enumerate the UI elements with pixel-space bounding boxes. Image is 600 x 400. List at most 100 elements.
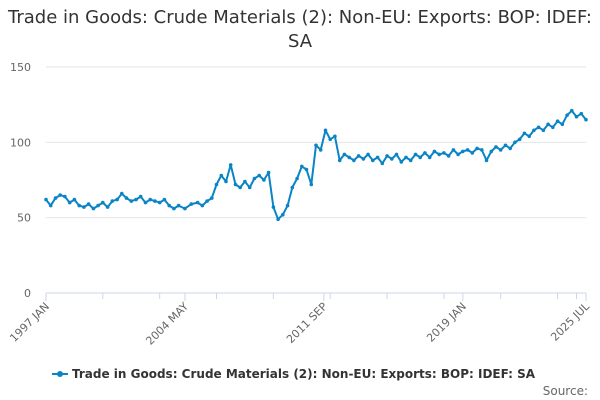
data-point[interactable]	[157, 200, 162, 205]
data-point[interactable]	[489, 149, 494, 154]
data-point[interactable]	[148, 197, 152, 202]
data-point[interactable]	[281, 212, 285, 217]
data-point[interactable]	[224, 179, 228, 184]
data-point[interactable]	[129, 199, 134, 203]
legend[interactable]: Trade in Goods: Crude Materials (2): Non…	[52, 367, 536, 381]
data-point[interactable]	[72, 197, 77, 202]
data-point[interactable]	[508, 146, 512, 151]
data-point[interactable]	[262, 178, 266, 182]
data-point[interactable]	[347, 155, 352, 160]
data-point[interactable]	[375, 155, 380, 160]
data-point[interactable]	[570, 108, 574, 113]
data-point[interactable]	[183, 206, 187, 211]
data-point[interactable]	[541, 128, 546, 133]
data-point[interactable]	[584, 117, 588, 122]
legend-label[interactable]: Trade in Goods: Crude Materials (2): Non…	[72, 367, 536, 381]
data-point[interactable]	[214, 182, 219, 187]
data-point[interactable]	[352, 158, 356, 163]
data-point[interactable]	[63, 194, 67, 199]
data-point[interactable]	[243, 179, 247, 184]
data-point[interactable]	[252, 176, 257, 181]
data-point[interactable]	[304, 167, 309, 172]
data-point[interactable]	[120, 191, 124, 196]
data-point[interactable]	[574, 114, 579, 119]
data-point[interactable]	[167, 203, 171, 208]
data-point[interactable]	[44, 197, 48, 202]
data-point[interactable]	[271, 205, 276, 209]
data-point[interactable]	[205, 199, 209, 203]
data-point[interactable]	[432, 149, 437, 154]
data-point[interactable]	[513, 140, 517, 145]
data-point[interactable]	[418, 155, 423, 160]
data-point[interactable]	[153, 199, 157, 203]
source-credit[interactable]: Source:	[543, 384, 588, 398]
data-point[interactable]	[124, 196, 129, 200]
data-point[interactable]	[143, 200, 148, 205]
data-point[interactable]	[238, 185, 242, 190]
data-point[interactable]	[189, 202, 194, 206]
data-point[interactable]	[480, 148, 484, 152]
data-point[interactable]	[82, 205, 86, 209]
data-point[interactable]	[366, 152, 370, 157]
data-point[interactable]	[176, 203, 181, 208]
data-point[interactable]	[451, 148, 456, 152]
data-point[interactable]	[517, 137, 522, 142]
data-point[interactable]	[427, 155, 432, 160]
data-point[interactable]	[356, 154, 361, 158]
series-group[interactable]	[44, 108, 588, 221]
data-point[interactable]	[110, 199, 115, 203]
data-point[interactable]	[560, 122, 565, 127]
data-point[interactable]	[456, 152, 460, 157]
data-point[interactable]	[309, 182, 314, 187]
data-point[interactable]	[503, 143, 508, 148]
data-point[interactable]	[475, 146, 479, 151]
data-point[interactable]	[551, 125, 555, 130]
data-point[interactable]	[219, 173, 224, 178]
data-point[interactable]	[328, 137, 333, 142]
data-point[interactable]	[295, 176, 299, 181]
data-point[interactable]	[300, 164, 304, 169]
data-point[interactable]	[408, 158, 413, 163]
data-point[interactable]	[565, 113, 569, 117]
data-point[interactable]	[323, 128, 328, 133]
data-point[interactable]	[200, 203, 205, 208]
data-point[interactable]	[115, 197, 119, 202]
data-point[interactable]	[266, 170, 271, 175]
data-point[interactable]	[48, 203, 53, 208]
series-line[interactable]	[45, 109, 587, 221]
data-point[interactable]	[385, 154, 389, 158]
data-point[interactable]	[437, 152, 442, 157]
data-point[interactable]	[333, 134, 337, 139]
data-point[interactable]	[172, 206, 176, 211]
data-point[interactable]	[162, 197, 167, 202]
data-point[interactable]	[228, 163, 233, 167]
data-point[interactable]	[527, 134, 531, 139]
data-point[interactable]	[465, 148, 470, 152]
data-point[interactable]	[498, 148, 503, 152]
data-point[interactable]	[96, 203, 100, 208]
data-point[interactable]	[67, 200, 72, 205]
data-point[interactable]	[314, 143, 318, 148]
data-point[interactable]	[58, 193, 62, 197]
data-point[interactable]	[257, 173, 262, 178]
data-point[interactable]	[337, 158, 342, 163]
data-point[interactable]	[210, 196, 214, 200]
data-point[interactable]	[399, 160, 404, 164]
data-point[interactable]	[579, 111, 584, 116]
data-point[interactable]	[247, 185, 252, 190]
data-point[interactable]	[442, 151, 446, 155]
data-point[interactable]	[404, 155, 408, 160]
data-point[interactable]	[53, 196, 58, 200]
data-point[interactable]	[446, 154, 451, 158]
data-point[interactable]	[318, 148, 323, 152]
data-point[interactable]	[361, 157, 366, 161]
data-point[interactable]	[276, 217, 280, 221]
data-point[interactable]	[138, 194, 143, 199]
data-point[interactable]	[86, 202, 91, 206]
data-point[interactable]	[423, 151, 427, 155]
data-point[interactable]	[105, 205, 110, 209]
data-point[interactable]	[532, 128, 536, 133]
data-point[interactable]	[413, 152, 418, 157]
data-point[interactable]	[380, 161, 385, 166]
data-point[interactable]	[394, 152, 399, 157]
